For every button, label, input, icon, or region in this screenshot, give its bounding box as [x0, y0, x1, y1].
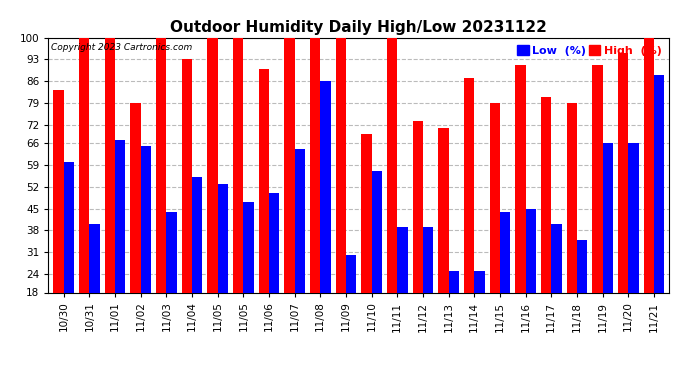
- Bar: [79, 38, 90, 292]
- Bar: [566, 103, 577, 292]
- Bar: [474, 271, 484, 292]
- Bar: [423, 227, 433, 292]
- Bar: [166, 211, 177, 292]
- Bar: [628, 143, 638, 292]
- Bar: [320, 81, 331, 292]
- Bar: [336, 38, 346, 292]
- Bar: [464, 78, 474, 292]
- Bar: [602, 143, 613, 292]
- Bar: [269, 193, 279, 292]
- Bar: [644, 38, 654, 292]
- Bar: [551, 224, 562, 292]
- Bar: [208, 38, 217, 292]
- Bar: [53, 90, 63, 292]
- Bar: [438, 128, 449, 292]
- Bar: [541, 97, 551, 292]
- Bar: [130, 103, 141, 292]
- Bar: [181, 59, 192, 292]
- Bar: [141, 146, 151, 292]
- Bar: [500, 211, 510, 292]
- Bar: [90, 224, 99, 292]
- Bar: [192, 177, 202, 292]
- Bar: [156, 38, 166, 292]
- Bar: [397, 227, 408, 292]
- Text: Copyright 2023 Cartronics.com: Copyright 2023 Cartronics.com: [51, 43, 193, 52]
- Bar: [115, 140, 126, 292]
- Bar: [284, 38, 295, 292]
- Bar: [618, 53, 628, 292]
- Bar: [515, 66, 526, 292]
- Bar: [448, 271, 459, 292]
- Bar: [413, 122, 423, 292]
- Title: Outdoor Humidity Daily High/Low 20231122: Outdoor Humidity Daily High/Low 20231122: [170, 20, 547, 35]
- Bar: [387, 38, 397, 292]
- Bar: [244, 202, 254, 292]
- Bar: [592, 66, 602, 292]
- Bar: [259, 69, 269, 292]
- Bar: [577, 240, 587, 292]
- Bar: [526, 209, 536, 292]
- Bar: [310, 38, 320, 292]
- Bar: [654, 75, 664, 292]
- Bar: [105, 38, 115, 292]
- Bar: [372, 171, 382, 292]
- Bar: [217, 184, 228, 292]
- Bar: [63, 162, 74, 292]
- Bar: [295, 150, 305, 292]
- Legend: Low  (%), High  (%): Low (%), High (%): [515, 43, 664, 58]
- Bar: [346, 255, 356, 292]
- Bar: [362, 134, 372, 292]
- Bar: [490, 103, 500, 292]
- Bar: [233, 38, 244, 292]
